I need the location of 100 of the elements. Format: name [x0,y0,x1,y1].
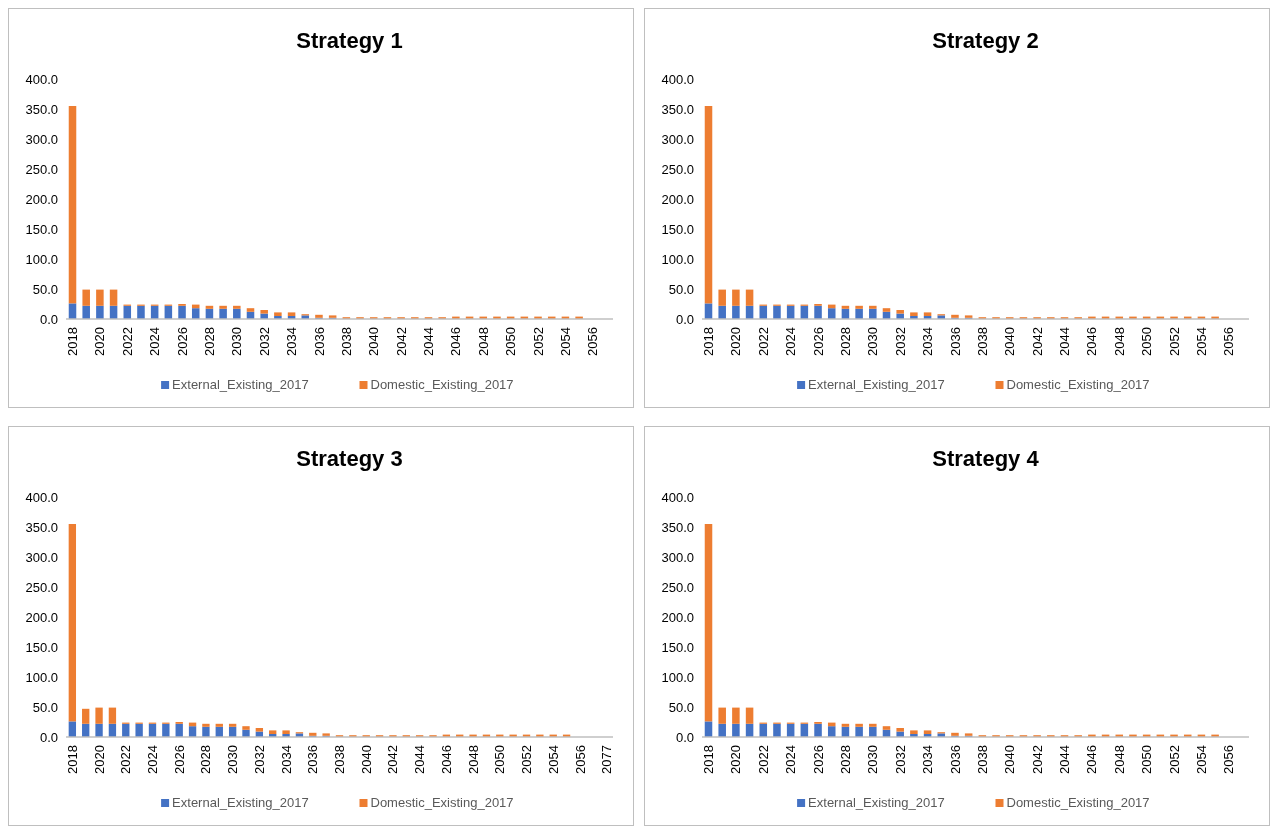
y-tick-label: 0.0 [675,729,694,745]
y-tick-label: 300.0 [661,549,694,565]
y-tick-label: 200.0 [661,609,694,625]
y-tick-label: 0.0 [675,311,694,327]
y-tick-label: 250.0 [661,579,694,595]
x-tick-label: 2056 [572,745,588,774]
y-tick-label: 250.0 [25,579,58,595]
x-tick-label: 2050 [492,745,508,774]
y-tick-label: 350.0 [25,519,58,535]
x-tick-label: 2036 [311,327,327,356]
x-tick-label: 2022 [118,745,134,774]
x-tick-label: 2020 [728,327,744,356]
x-tick-label: 2024 [783,327,799,356]
x-tick-label: 2048 [475,327,491,356]
x-tick-label: 2038 [974,745,990,774]
x-tick-label: 2050 [1139,327,1155,356]
x-tick-label: 2030 [865,745,881,774]
x-tick-label: 2034 [920,745,936,774]
x-tick-label: 2032 [251,745,267,774]
x-tick-label: 2028 [198,745,214,774]
x-tick-label: 2042 [1029,745,1045,774]
y-tick-label: 400.0 [25,489,58,505]
x-tick-label: 2042 [385,745,401,774]
x-tick-label: 2026 [171,745,187,774]
legend-label: Domestic_Existing_2017 [1006,377,1150,392]
y-tick-label: 50.0 [32,699,58,715]
legend-label: External_Existing_2017 [172,377,309,392]
x-tick-label: 2036 [947,745,963,774]
x-tick-label: 2022 [755,745,771,774]
y-tick-label: 400.0 [661,489,694,505]
y-tick-label: 400.0 [25,71,58,87]
y-tick-label: 350.0 [661,101,694,117]
y-tick-label: 50.0 [668,281,694,297]
x-tick-label: 2052 [530,327,546,356]
x-tick-label: 2032 [256,327,272,356]
chart-title: Strategy 3 [296,446,403,471]
y-tick-label: 200.0 [661,191,694,207]
x-tick-label: 2046 [1084,327,1100,356]
x-tick-label: 2046 [438,745,454,774]
legend-label: Domestic_Existing_2017 [370,377,514,392]
x-tick-label: 2054 [545,745,561,774]
legend-label: Domestic_Existing_2017 [370,795,514,810]
y-tick-label: 250.0 [25,161,58,177]
x-tick-label: 2032 [892,745,908,774]
x-tick-label: 2044 [412,745,428,774]
y-tick-label: 50.0 [32,281,58,297]
x-tick-label: 2052 [1166,327,1182,356]
y-tick-label: 350.0 [25,101,58,117]
y-tick-label: 300.0 [25,549,58,565]
x-tick-label: 2030 [865,327,881,356]
x-tick-label: 2050 [1139,745,1155,774]
x-tick-label: 2054 [1193,745,1209,774]
x-tick-label: 2034 [284,327,300,356]
x-tick-label: 2038 [332,745,348,774]
y-tick-label: 150.0 [661,639,694,655]
x-tick-label: 2030 [225,745,241,774]
y-tick-label: 0.0 [39,729,58,745]
x-tick-label: 2077 [599,745,615,774]
x-tick-label: 2054 [557,327,573,356]
x-tick-label: 2044 [421,327,437,356]
x-tick-label: 2056 [1221,327,1237,356]
x-tick-label: 2046 [1084,745,1100,774]
y-tick-label: 150.0 [25,639,58,655]
x-tick-label: 2040 [1002,745,1018,774]
x-tick-label: 2024 [783,745,799,774]
x-tick-label: 2048 [465,745,481,774]
x-tick-label: 2050 [503,327,519,356]
y-tick-label: 300.0 [25,131,58,147]
x-tick-label: 2044 [1057,745,1073,774]
x-tick-label: 2056 [585,327,601,356]
x-tick-label: 2042 [393,327,409,356]
y-tick-label: 200.0 [25,609,58,625]
y-tick-label: 250.0 [661,161,694,177]
chart-title: Strategy 2 [932,28,1039,53]
legend-label: External_Existing_2017 [172,795,309,810]
x-tick-label: 2056 [1221,745,1237,774]
x-tick-label: 2040 [366,327,382,356]
x-tick-label: 2018 [65,327,81,356]
x-tick-label: 2052 [519,745,535,774]
x-tick-label: 2022 [119,327,135,356]
x-tick-label: 2028 [201,327,217,356]
x-tick-label: 2018 [64,745,80,774]
x-tick-label: 2040 [358,745,374,774]
x-tick-label: 2024 [147,327,163,356]
x-tick-label: 2020 [728,745,744,774]
legend-label: External_Existing_2017 [808,795,945,810]
x-tick-label: 2034 [920,327,936,356]
legend-label: Domestic_Existing_2017 [1006,795,1150,810]
y-tick-label: 50.0 [668,699,694,715]
chart-title: Strategy 1 [296,28,403,53]
x-tick-label: 2018 [701,327,717,356]
x-tick-label: 2030 [229,327,245,356]
y-tick-label: 0.0 [39,311,58,327]
x-tick-label: 2024 [145,745,161,774]
x-tick-label: 2044 [1057,327,1073,356]
y-tick-label: 100.0 [25,251,58,267]
y-tick-label: 300.0 [661,131,694,147]
x-tick-label: 2022 [755,327,771,356]
x-tick-label: 2046 [448,327,464,356]
x-tick-label: 2036 [305,745,321,774]
